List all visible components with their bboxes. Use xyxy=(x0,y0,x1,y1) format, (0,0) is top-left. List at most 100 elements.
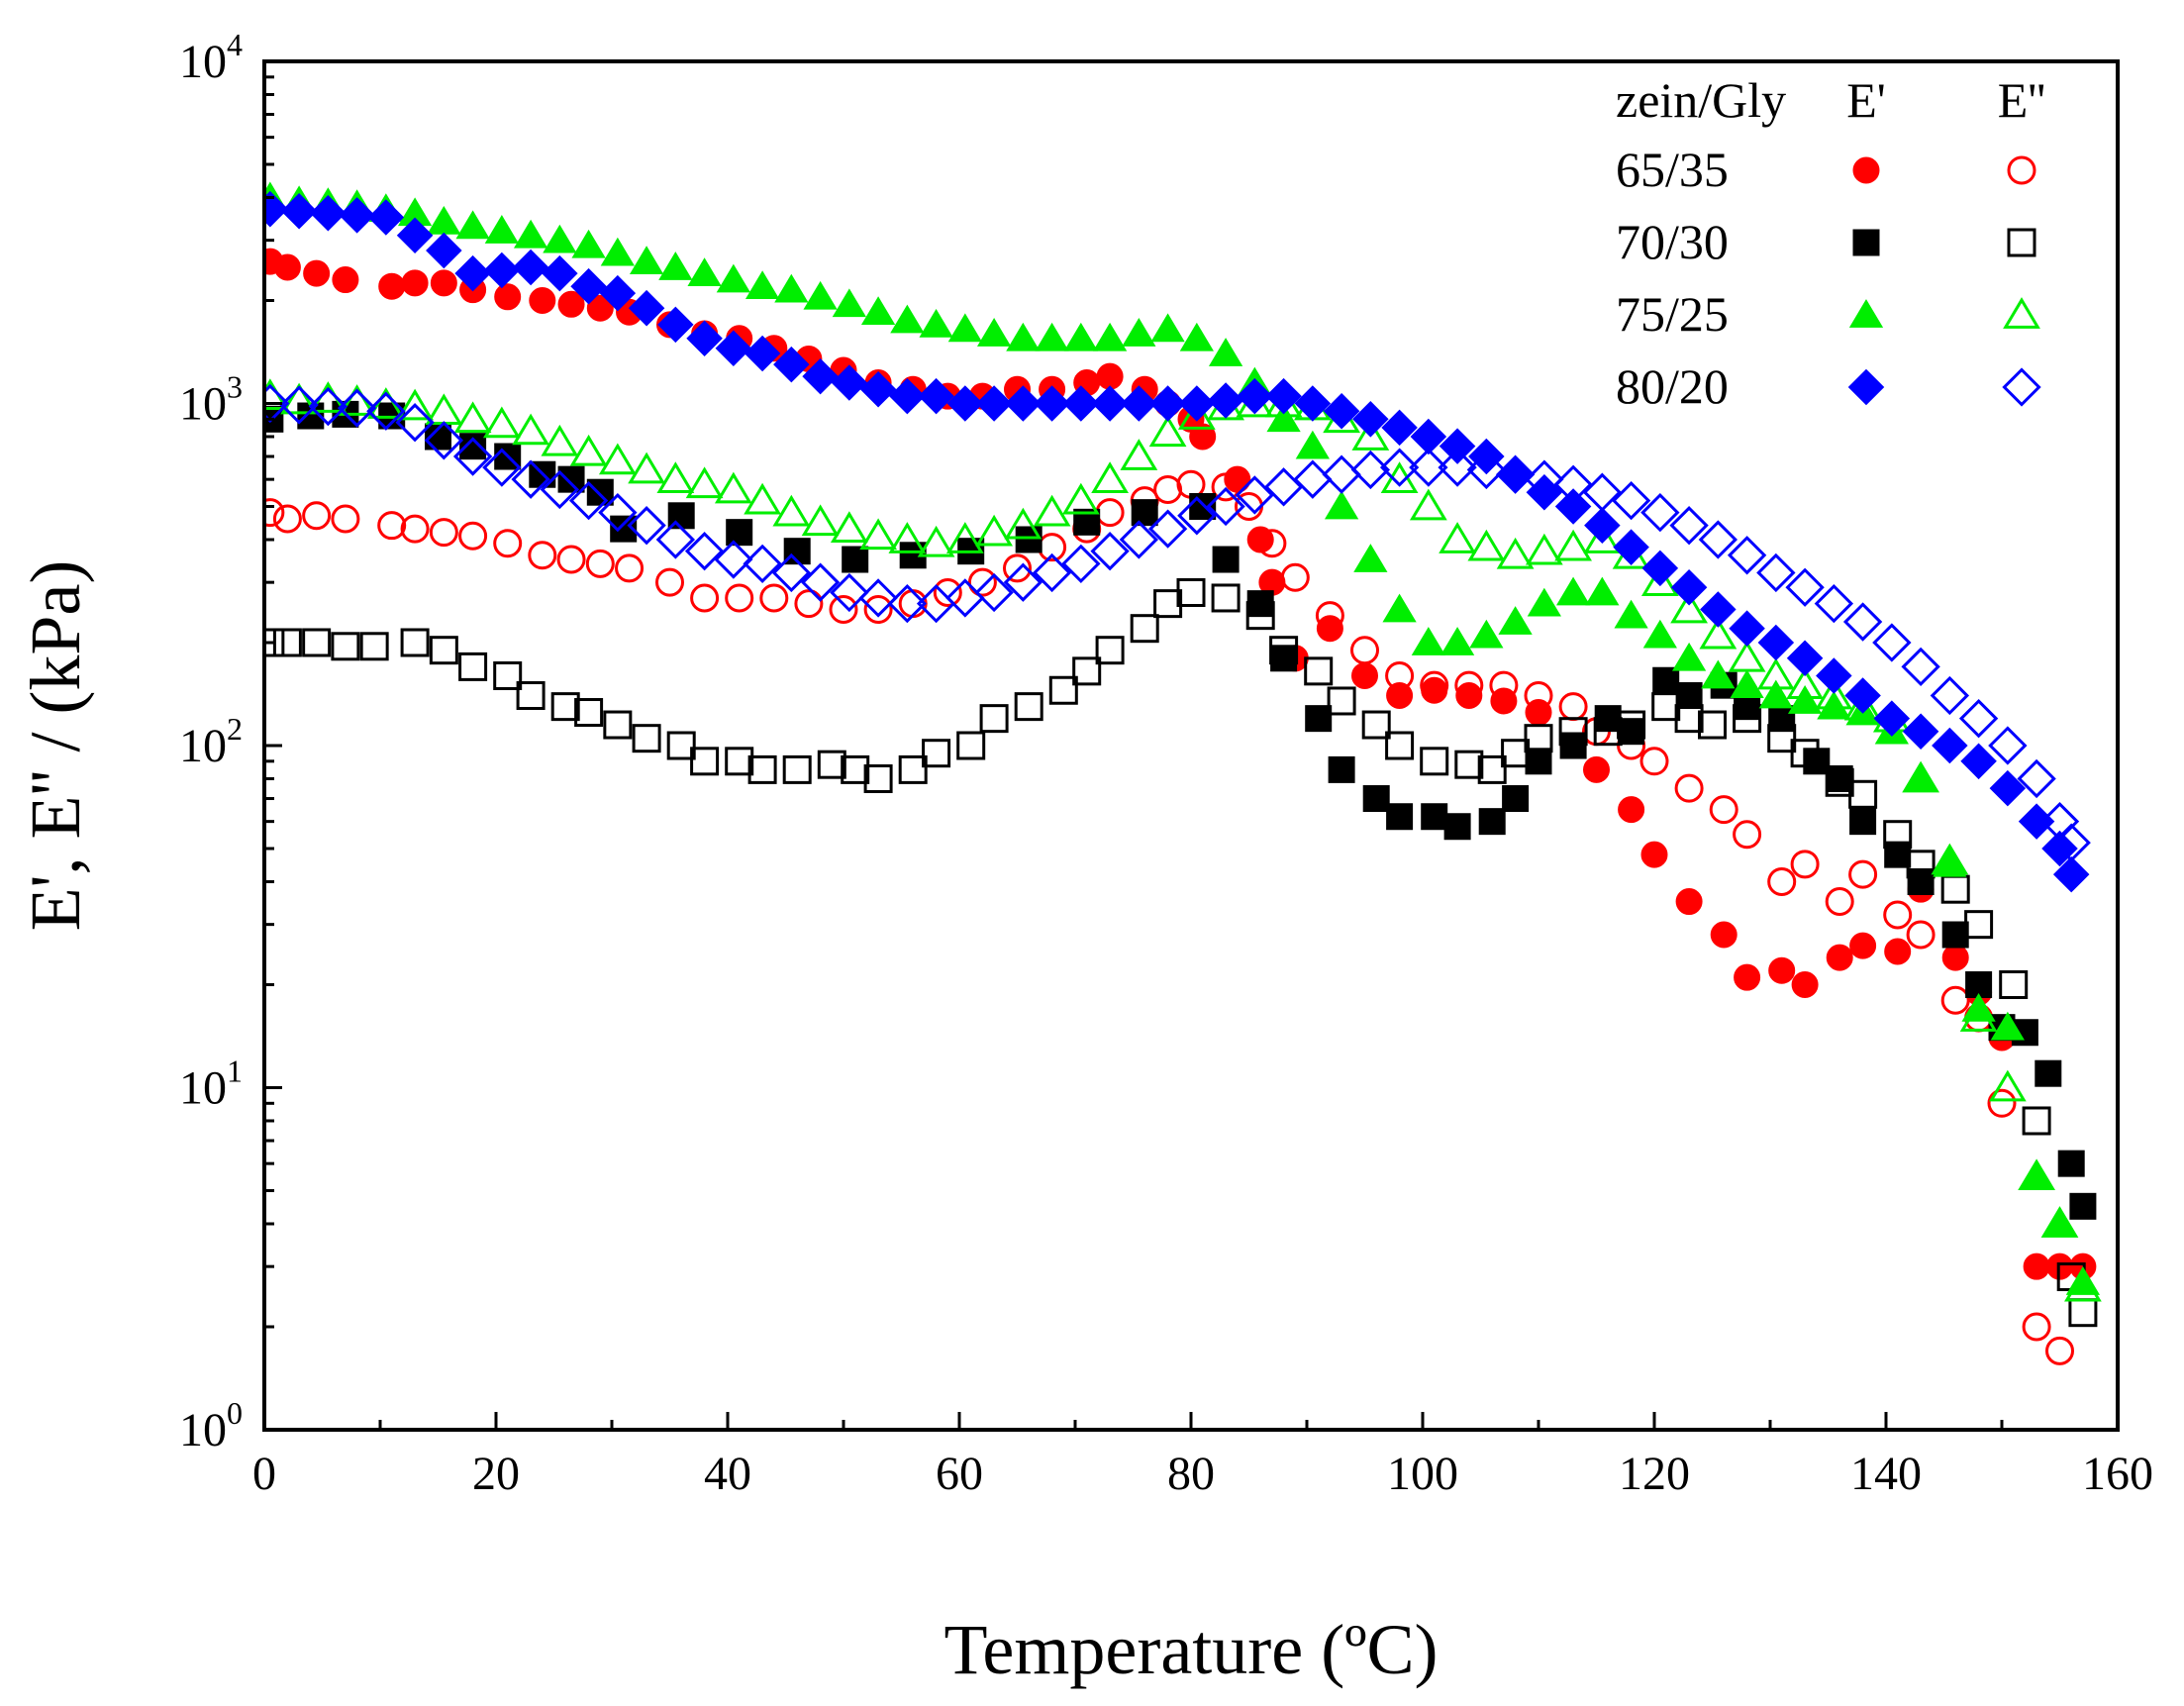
point-storage-80-20 xyxy=(715,330,752,367)
point-loss-65-35 xyxy=(967,567,997,597)
point-storage-65-35 xyxy=(1096,362,1124,390)
point-storage-65-35 xyxy=(1734,963,1761,991)
point-loss-80-20 xyxy=(1206,486,1245,527)
legend-label-70-30: 70/30 xyxy=(1616,214,1729,269)
point-storage-65-35 xyxy=(2023,1253,2050,1280)
point-loss-80-20 xyxy=(945,578,985,618)
legend-marker-loss-80-20 xyxy=(2002,367,2041,407)
point-storage-80-20 xyxy=(1381,409,1418,447)
legend-marker-storage-70-30 xyxy=(1852,229,1880,256)
point-storage-65-35 xyxy=(1316,615,1343,643)
point-storage-75-25 xyxy=(1150,313,1185,343)
point-storage-65-35 xyxy=(1791,970,1819,998)
point-storage-80-20 xyxy=(1844,677,1881,714)
point-storage-65-35 xyxy=(1640,841,1668,868)
point-storage-75-25 xyxy=(2065,1266,2101,1295)
point-loss-70-30 xyxy=(1420,747,1449,776)
point-storage-70-30 xyxy=(1270,645,1298,672)
point-storage-75-25 xyxy=(1527,587,1561,617)
point-loss-70-30 xyxy=(1304,656,1334,686)
point-loss-75-25 xyxy=(1988,1069,2027,1102)
point-loss-65-35 xyxy=(655,567,684,597)
point-loss-80-20 xyxy=(395,403,435,443)
point-loss-70-30 xyxy=(956,731,986,760)
legend-marker-loss-65-35 xyxy=(2007,155,2036,185)
point-loss-80-20 xyxy=(858,578,898,618)
point-storage-80-20 xyxy=(483,251,521,289)
point-loss-65-35 xyxy=(794,589,824,619)
x-axis-title: Temperature (ºC) xyxy=(943,1610,1438,1689)
point-storage-65-35 xyxy=(1455,682,1483,710)
point-storage-75-25 xyxy=(513,219,548,249)
point-loss-70-30 xyxy=(1211,583,1241,613)
point-storage-80-20 xyxy=(1700,591,1737,628)
point-loss-75-25 xyxy=(598,443,637,475)
point-loss-70-30 xyxy=(574,698,604,728)
point-loss-80-20 xyxy=(1379,448,1420,487)
point-loss-75-25 xyxy=(859,518,897,551)
point-loss-80-20 xyxy=(1438,448,1477,487)
point-loss-70-30 xyxy=(1964,910,1994,940)
series-70-30-storage xyxy=(264,400,2097,1220)
point-loss-75-25 xyxy=(1525,533,1563,565)
point-loss-65-35 xyxy=(585,549,615,578)
point-loss-70-30 xyxy=(429,636,458,665)
point-storage-65-35 xyxy=(430,269,457,297)
point-storage-75-25 xyxy=(2042,1208,2077,1237)
point-storage-65-35 xyxy=(529,286,556,314)
point-loss-65-35 xyxy=(1709,795,1738,825)
point-loss-65-35 xyxy=(1848,859,1878,889)
point-storage-65-35 xyxy=(1351,661,1378,689)
point-loss-70-30 xyxy=(747,754,777,784)
point-storage-75-25 xyxy=(1295,430,1330,459)
point-storage-75-25 xyxy=(890,304,925,334)
point-storage-80-20 xyxy=(918,377,954,415)
point-loss-80-20 xyxy=(1322,454,1361,494)
point-loss-70-30 xyxy=(302,628,332,657)
point-loss-65-35 xyxy=(1940,985,1970,1015)
point-storage-80-20 xyxy=(1352,401,1389,438)
point-storage-70-30 xyxy=(1328,755,1355,783)
point-loss-65-35 xyxy=(302,501,332,531)
point-loss-75-25 xyxy=(628,452,665,484)
point-storage-75-25 xyxy=(745,270,780,300)
point-loss-80-20 xyxy=(568,480,609,521)
point-storage-75-25 xyxy=(976,318,1012,347)
point-storage-75-25 xyxy=(1903,762,1938,792)
point-storage-65-35 xyxy=(1490,687,1518,715)
point-storage-70-30 xyxy=(1421,803,1448,831)
point-storage-80-20 xyxy=(831,364,868,401)
point-loss-75-25 xyxy=(1496,537,1535,569)
point-storage-75-25 xyxy=(1961,992,1996,1022)
point-storage-75-25 xyxy=(1701,659,1736,689)
point-storage-70-30 xyxy=(1246,590,1274,618)
legend-label-65-35: 65/35 xyxy=(1616,142,1729,197)
point-loss-65-35 xyxy=(556,545,586,574)
point-loss-80-20 xyxy=(1727,536,1767,575)
series-80-20-loss xyxy=(264,383,2091,862)
point-storage-75-25 xyxy=(1758,679,1793,709)
point-storage-75-25 xyxy=(1817,690,1851,720)
point-storage-75-25 xyxy=(1990,1011,2025,1041)
point-loss-75-25 xyxy=(1640,564,1679,597)
point-storage-75-25 xyxy=(600,237,635,266)
point-loss-80-20 xyxy=(1032,552,1072,593)
point-storage-75-25 xyxy=(716,263,750,293)
point-storage-75-25 xyxy=(919,308,953,338)
legend-marker-storage-80-20 xyxy=(1847,368,1885,406)
point-loss-80-20 xyxy=(540,469,580,510)
point-loss-65-35 xyxy=(1350,636,1379,665)
point-loss-80-20 xyxy=(887,583,928,624)
point-storage-80-20 xyxy=(367,199,405,236)
point-storage-70-30 xyxy=(2069,1192,2097,1220)
legend-label-80-20: 80/20 xyxy=(1616,358,1729,414)
point-storage-80-20 xyxy=(1757,624,1795,661)
point-storage-75-25 xyxy=(1671,642,1707,671)
point-storage-65-35 xyxy=(1768,956,1796,984)
point-loss-80-20 xyxy=(1177,496,1217,536)
point-loss-70-30 xyxy=(1072,656,1102,686)
point-storage-75-25 xyxy=(1933,848,1967,877)
point-loss-65-35 xyxy=(1883,900,1913,930)
point-storage-70-30 xyxy=(1362,785,1390,813)
